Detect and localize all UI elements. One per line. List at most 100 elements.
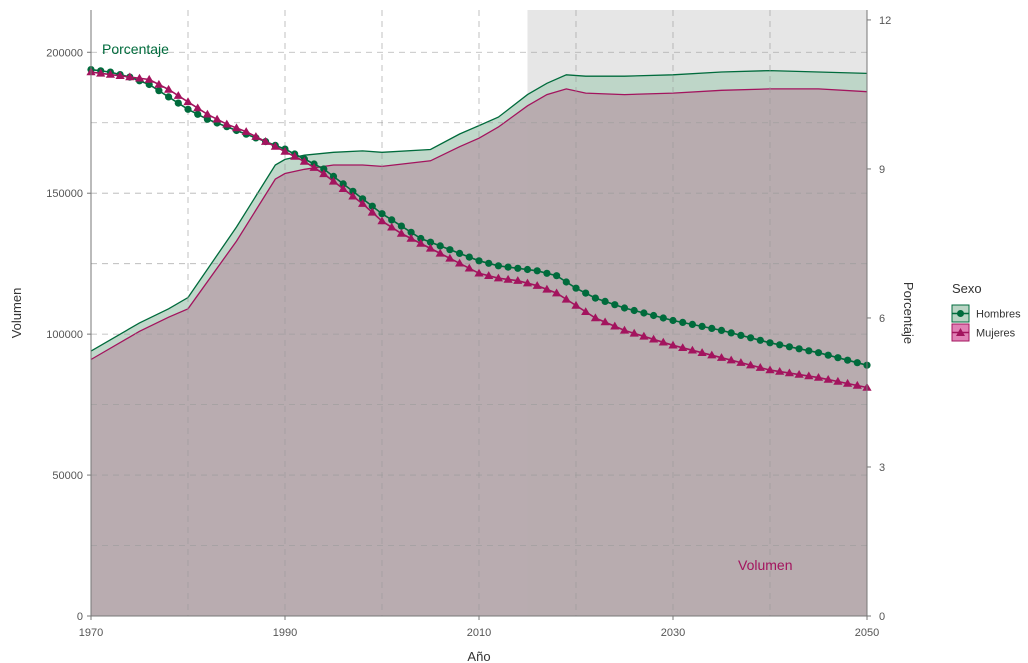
point-mujeres [134,73,145,82]
point-mujeres [600,317,610,326]
point-mujeres [425,243,436,252]
point-mujeres [804,371,814,380]
point-mujeres [445,253,455,262]
point-mujeres [852,380,862,389]
point-hombres [407,228,415,236]
x-tick-label: 1970 [79,627,103,639]
y-right-tick-label: 6 [879,313,885,325]
point-mujeres [736,358,746,366]
point-mujeres [726,355,736,364]
point-hombres [436,242,444,250]
point-hombres [650,311,658,320]
point-hombres [397,222,405,230]
point-mujeres [833,376,843,385]
point-hombres [582,289,590,297]
legend-marker-mujeres [956,328,965,336]
point-hombres [591,294,600,302]
point-mujeres [746,360,756,369]
point-hombres [320,165,328,173]
point-hombres [174,99,182,107]
point-mujeres [416,238,426,247]
x-tick-label: 2030 [661,627,685,639]
point-hombres [349,187,357,195]
point-hombres [388,216,396,224]
legend-item-hombres: Hombres [951,304,1021,323]
point-mujeres [765,365,775,374]
point-mujeres [115,71,125,79]
point-hombres [776,341,784,349]
point-hombres [688,320,697,328]
point-hombres [679,318,687,326]
point-mujeres [542,284,552,293]
point-mujeres [649,334,659,343]
point-mujeres [590,313,600,322]
point-mujeres [406,233,416,242]
y-left-tick-label: 150000 [46,188,83,200]
point-hombres [659,314,667,322]
point-hombres [562,278,570,286]
point-hombres [669,316,677,325]
point-mujeres [154,79,164,88]
point-mujeres [775,367,785,375]
point-hombres [533,267,541,275]
point-mujeres [571,300,581,309]
point-mujeres [658,337,668,346]
point-mujeres [813,373,824,381]
point-mujeres [823,375,833,383]
point-mujeres [338,184,348,192]
point-hombres [426,238,435,246]
point-hombres [824,351,832,359]
point-mujeres [687,345,697,354]
point-hombres [155,87,163,95]
y-right-tick-label: 3 [879,462,885,474]
point-hombres [417,234,425,243]
point-hombres [844,356,852,364]
point-mujeres [212,114,222,123]
point-mujeres [299,156,309,165]
point-mujeres [697,348,707,356]
point-mujeres [493,273,503,282]
point-hombres [601,297,609,305]
legend: Sexo Hombres Mujeres [951,281,1021,342]
point-mujeres [503,274,513,283]
point-hombres [766,339,774,347]
point-hombres [834,354,842,362]
point-mujeres [202,109,212,118]
y-right-tick-label: 0 [879,611,885,623]
point-hombres [514,264,522,272]
point-hombres [543,269,551,277]
point-mujeres [261,137,271,145]
legend-label-mujeres: Mujeres [976,328,1016,340]
point-hombres [456,249,464,257]
point-hombres [756,336,764,344]
point-hombres [727,329,735,337]
point-hombres [494,262,502,270]
point-hombres [747,334,755,342]
point-mujeres [513,276,523,284]
point-hombres [805,347,813,355]
point-mujeres [794,370,804,378]
x-tick-label: 1990 [273,627,297,639]
point-hombres [475,257,483,265]
point-mujeres [377,216,387,225]
point-hombres [853,359,861,367]
y-left-tick-label: 200000 [46,47,83,59]
point-mujeres [784,368,794,377]
axes: 1970 1990 2010 2030 205005000010000015000020… [46,10,891,639]
point-hombres [572,284,580,292]
point-hombres [640,309,648,317]
point-mujeres [552,288,562,297]
point-mujeres [96,68,106,77]
point-mujeres [532,281,542,289]
point-hombres [620,304,629,312]
point-hombres [504,263,512,271]
point-mujeres [319,169,329,178]
point-hombres [339,180,347,188]
point-hombres [698,322,706,330]
point-mujeres [309,163,319,171]
point-mujeres [619,325,630,334]
point-mujeres [639,331,649,340]
point-hombres [485,259,493,267]
point-mujeres [290,151,300,160]
point-hombres [737,331,745,339]
